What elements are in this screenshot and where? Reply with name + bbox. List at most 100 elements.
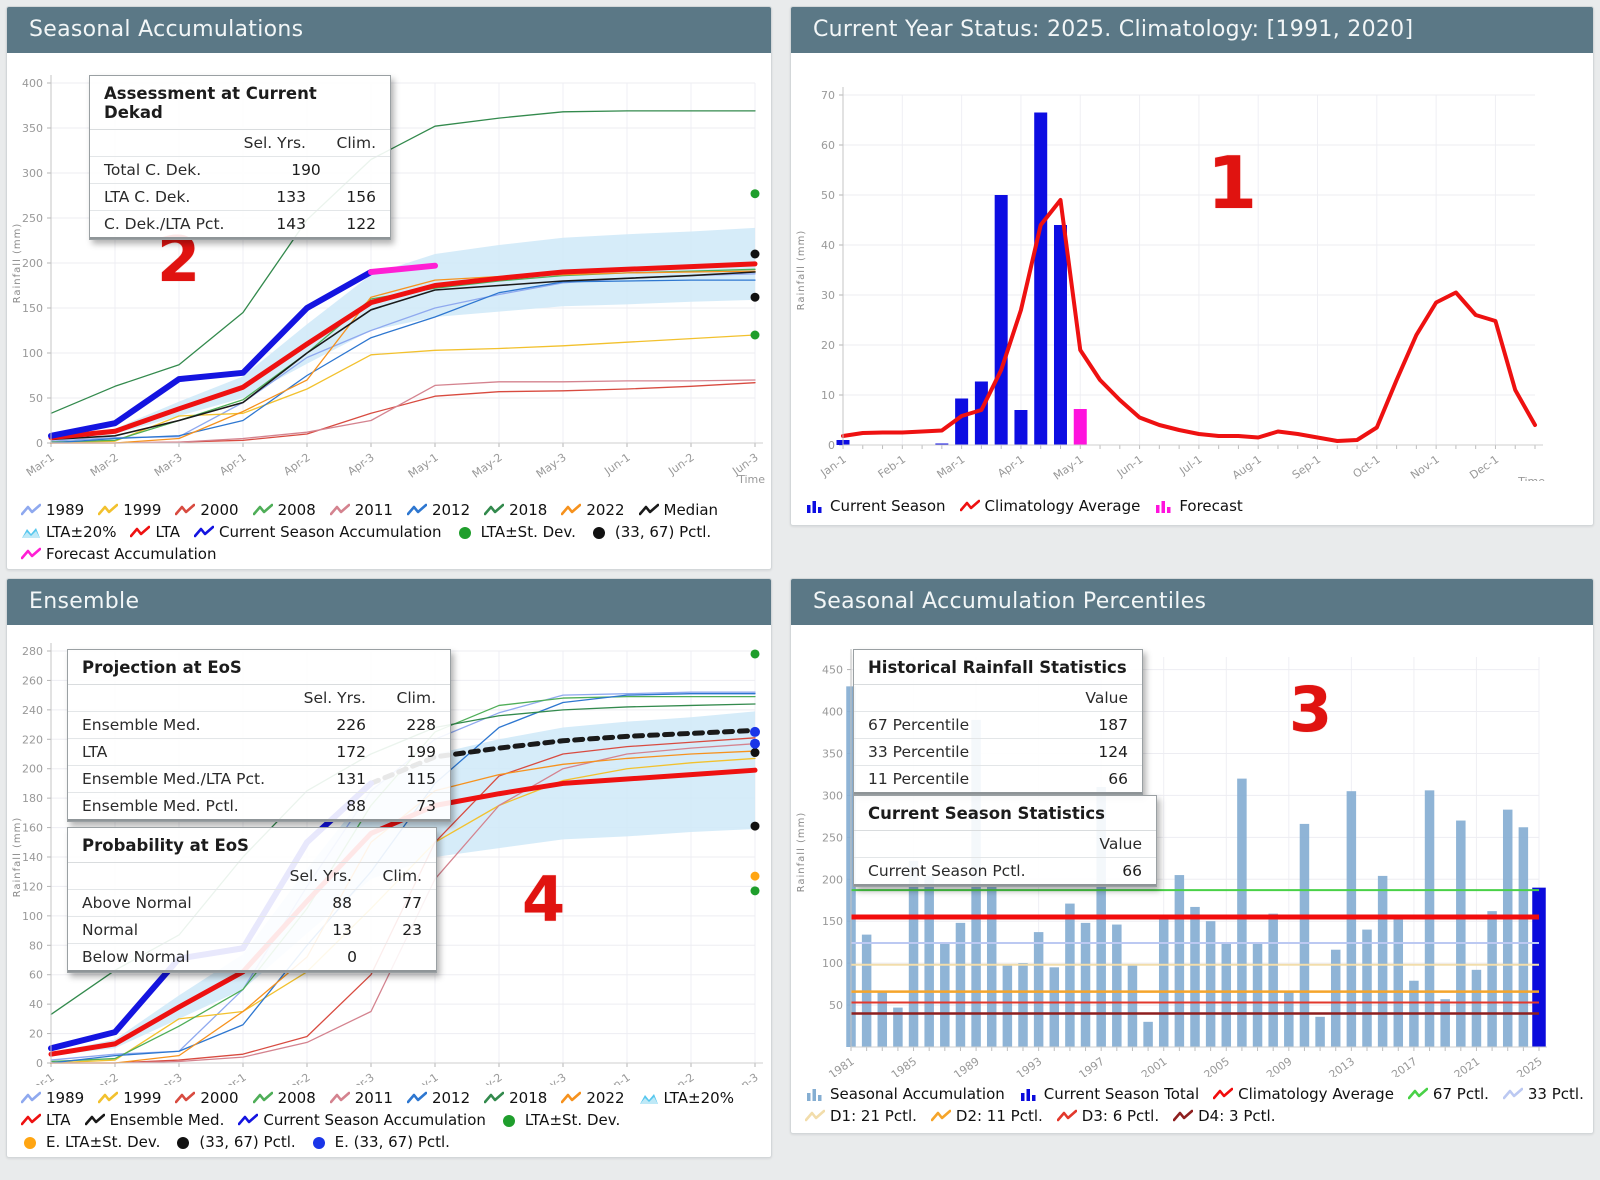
legend-label: 2018 — [509, 1089, 548, 1107]
svg-text:Jun-1: Jun-1 — [601, 1071, 632, 1085]
svg-text:1989: 1989 — [951, 1055, 981, 1077]
svg-text:Apr-3: Apr-3 — [345, 451, 376, 478]
dot-icon — [502, 1114, 515, 1127]
legend-item-current-season-total[interactable]: Current Season Total — [1019, 1085, 1199, 1103]
table-title: Current Season Statistics — [854, 796, 1156, 831]
legend-label: Climatology Average — [1238, 1085, 1394, 1103]
svg-text:Apr-3: Apr-3 — [345, 1071, 376, 1085]
table-row: C. Dek./LTA Pct. 143 122 — [90, 211, 390, 239]
legend-item-climatology-average[interactable]: Climatology Average — [959, 497, 1140, 515]
legend-item-2022[interactable]: 2022 — [561, 501, 625, 519]
legend-item-2000[interactable]: 2000 — [175, 1089, 239, 1107]
svg-text:Mar-2: Mar-2 — [88, 451, 121, 479]
legend-item-forecast[interactable]: Forecast — [1154, 497, 1243, 515]
table-title: Projection at EoS — [68, 650, 450, 685]
legend-item-33-67-pctl[interactable]: (33, 67) Pctl. — [590, 523, 711, 541]
svg-text:Nov-1: Nov-1 — [1408, 453, 1442, 481]
svg-text:100: 100 — [822, 957, 843, 970]
legend-label: Current Season Accumulation — [263, 1111, 486, 1129]
legend-item-lta[interactable]: LTA — [21, 1111, 71, 1129]
seasonal-accumulations-chart: Mar-1 Mar-2 Mar-3 Apr-1 Apr-2 Apr-3 May-1 May-2… — [12, 75, 765, 486]
legend-item-d1-21-pctl[interactable]: D1: 21 Pctl. — [805, 1107, 917, 1125]
legend-item-seasonal-accumulation[interactable]: Seasonal Accumulation — [805, 1085, 1005, 1103]
legend-item-lta-20[interactable]: LTA±20% — [639, 1089, 734, 1107]
legend-item-2008[interactable]: 2008 — [252, 501, 316, 519]
line-icon — [406, 503, 427, 515]
legend-label: LTA — [155, 523, 181, 541]
legend-item-lta-20[interactable]: LTA±20% — [21, 523, 116, 541]
legend: Current Season Climatology Average Forecas… — [805, 497, 1587, 515]
legend-item-33-67-pctl[interactable]: (33, 67) Pctl. — [174, 1133, 296, 1151]
legend-item-2018[interactable]: 2018 — [484, 1089, 547, 1107]
legend-item-forecast-accumulation[interactable]: Forecast Accumulation — [21, 545, 216, 563]
legend-item-1989[interactable]: 1989 — [21, 1089, 84, 1107]
line-icon — [1213, 1087, 1234, 1099]
panel-seasonal-accumulation-percentiles: Seasonal Accumulation Percentiles 1981 19… — [790, 578, 1594, 1134]
line-icon — [484, 503, 505, 515]
legend-item-2011[interactable]: 2011 — [329, 501, 393, 519]
svg-text:1993: 1993 — [1014, 1055, 1044, 1077]
legend-item-current-season-accumulation[interactable]: Current Season Accumulation — [194, 523, 442, 541]
legend-item-e-lta-st-dev[interactable]: E. LTA±St. Dev. — [21, 1133, 160, 1151]
legend-item-33-pctl[interactable]: 33 Pctl. — [1502, 1085, 1584, 1103]
panel-title: Current Year Status: 2025. Climatology: … — [791, 7, 1593, 53]
legend-item-current-season-accumulation[interactable]: Current Season Accumulation — [238, 1111, 486, 1129]
table-header-row: Sel. Yrs. Clim. — [68, 863, 436, 890]
bars-icon — [807, 500, 822, 513]
line-icon — [175, 503, 196, 515]
legend-label: D3: 6 Pctl. — [1081, 1107, 1160, 1125]
table-row: 67 Percentile 187 — [854, 712, 1142, 739]
legend-item-ensemble-med[interactable]: Ensemble Med. — [84, 1111, 224, 1129]
legend-item-d2-11-pctl[interactable]: D2: 11 Pctl. — [930, 1107, 1043, 1125]
line-icon — [21, 1113, 41, 1125]
legend-item-67-pctl[interactable]: 67 Pctl. — [1407, 1085, 1489, 1103]
svg-text:Jun-2: Jun-2 — [665, 1071, 696, 1085]
legend-item-lta-st-dev[interactable]: LTA±St. Dev. — [456, 523, 576, 541]
legend-item-1999[interactable]: 1999 — [98, 501, 161, 519]
legend-item-2000[interactable]: 2000 — [175, 501, 239, 519]
svg-text:60: 60 — [821, 139, 835, 152]
svg-text:Apr-1: Apr-1 — [995, 453, 1026, 480]
legend-item-2012[interactable]: 2012 — [406, 1089, 470, 1107]
svg-text:Jun-3: Jun-3 — [729, 1071, 760, 1085]
projection-table: Projection at EoS Sel. Yrs. Clim. Ensemb… — [67, 649, 451, 822]
legend-item-2022[interactable]: 2022 — [561, 1089, 625, 1107]
svg-text:0: 0 — [828, 439, 835, 452]
bars-icon — [1020, 1088, 1036, 1101]
legend-item-2008[interactable]: 2008 — [252, 1089, 316, 1107]
legend-label: Median — [663, 501, 719, 519]
legend-item-climatology-average[interactable]: Climatology Average — [1213, 1085, 1394, 1103]
svg-text:May-2: May-2 — [470, 451, 505, 481]
legend-label: 2011 — [354, 1089, 393, 1107]
svg-text:250: 250 — [822, 831, 843, 844]
table-header-row: Sel. Yrs. Clim. — [90, 130, 390, 157]
legend-item-median[interactable]: Median — [638, 501, 719, 519]
legend-item-1989[interactable]: 1989 — [21, 501, 84, 519]
panel-ensemble: Ensemble Mar-1 Mar-2 Mar-3 Apr-1 Apr-2 Apr-3 M… — [6, 578, 772, 1158]
svg-text:Jun-2: Jun-2 — [665, 451, 696, 478]
current-season-statistics-table: Current Season Statistics Value Current … — [853, 795, 1157, 887]
col-sel-yrs: Sel. Yrs. — [303, 689, 366, 707]
line-icon — [1407, 1087, 1428, 1099]
area-icon — [22, 527, 40, 538]
line-icon — [805, 1109, 825, 1121]
legend-item-lta[interactable]: LTA — [130, 523, 180, 541]
legend-item-d3-6-pctl[interactable]: D3: 6 Pctl. — [1056, 1107, 1160, 1125]
svg-text:Jun-1: Jun-1 — [601, 451, 632, 478]
svg-text:350: 350 — [822, 747, 843, 760]
svg-text:350: 350 — [22, 122, 43, 135]
legend-label: 1989 — [46, 501, 85, 519]
legend-item-e-33-67-pctl[interactable]: E. (33, 67) Pctl. — [310, 1133, 450, 1151]
legend-item-d4-3-pctl[interactable]: D4: 3 Pctl. — [1173, 1107, 1275, 1125]
legend-item-lta-st-dev[interactable]: LTA±St. Dev. — [500, 1111, 620, 1129]
legend-item-2011[interactable]: 2011 — [329, 1089, 393, 1107]
col-value: Value — [1085, 689, 1128, 707]
svg-text:0: 0 — [36, 437, 43, 450]
legend-item-2012[interactable]: 2012 — [406, 501, 470, 519]
svg-text:40: 40 — [29, 998, 43, 1011]
legend-item-current-season[interactable]: Current Season — [805, 497, 946, 515]
legend-item-1999[interactable]: 1999 — [98, 1089, 161, 1107]
line-icon — [98, 503, 119, 515]
legend-item-2018[interactable]: 2018 — [484, 501, 547, 519]
legend-label: LTA±St. Dev. — [480, 523, 576, 541]
